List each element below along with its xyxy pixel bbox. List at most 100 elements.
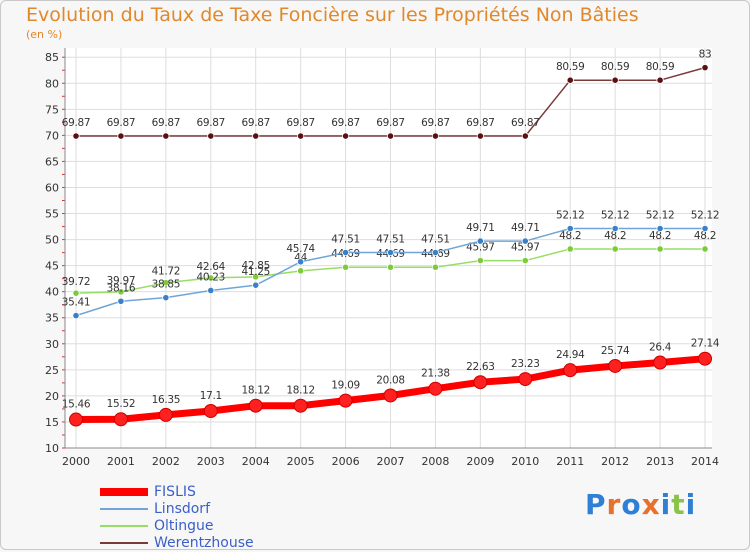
data-point-werentzhouse <box>341 132 350 140</box>
data-point-oltingue <box>611 245 619 253</box>
data-point-oltingue <box>252 273 260 281</box>
data-label-fislis: 24.94 <box>556 349 585 361</box>
data-point-linsdorf <box>521 237 529 245</box>
data-label-werentzhouse: 69.87 <box>331 117 360 129</box>
data-label-werentzhouse: 69.87 <box>107 117 136 129</box>
data-label-fislis: 15.52 <box>107 398 136 410</box>
data-point-werentzhouse <box>611 76 619 84</box>
data-point-fislis <box>698 351 713 366</box>
chart-title: Evolution du Taux de Taxe Foncière sur l… <box>26 4 639 26</box>
data-label-oltingue: 45.97 <box>511 242 540 254</box>
data-label-werentzhouse: 69.87 <box>421 117 450 129</box>
data-point-werentzhouse <box>72 132 80 140</box>
data-point-linsdorf <box>162 294 170 302</box>
data-point-oltingue <box>72 289 80 297</box>
data-label-oltingue: 41.72 <box>152 266 181 278</box>
data-point-fislis <box>653 355 668 370</box>
data-label-fislis: 23.23 <box>511 358 540 370</box>
data-point-fislis <box>69 412 83 427</box>
logo-letter: x <box>641 488 661 521</box>
legend-label-werentzhouse: Werentzhouse <box>154 535 254 551</box>
x-tick-label: 2000 <box>62 455 90 468</box>
y-tick-label: 75 <box>45 103 59 116</box>
data-label-werentzhouse: 80.59 <box>556 61 585 73</box>
plot-area <box>65 48 712 448</box>
legend-swatch-fislis <box>100 488 148 496</box>
x-tick-label: 2014 <box>691 455 719 468</box>
data-label-linsdorf: 45.74 <box>286 243 315 255</box>
y-tick-label: 25 <box>45 364 59 377</box>
data-point-oltingue <box>297 267 305 275</box>
y-tick-label: 30 <box>45 338 59 351</box>
data-label-linsdorf: 49.71 <box>511 222 540 234</box>
data-point-oltingue <box>521 256 529 265</box>
data-label-linsdorf: 38.16 <box>107 282 136 294</box>
data-label-werentzhouse: 80.59 <box>646 61 675 73</box>
data-label-oltingue: 48.2 <box>604 230 626 242</box>
x-tick-label: 2011 <box>556 455 584 468</box>
logo-letter: i <box>660 488 672 521</box>
data-label-oltingue: 48.2 <box>694 230 716 242</box>
y-tick-label: 10 <box>45 442 59 455</box>
data-point-linsdorf <box>252 281 260 289</box>
data-label-fislis: 25.74 <box>601 345 630 357</box>
data-point-oltingue <box>117 288 125 296</box>
data-point-fislis <box>113 412 128 427</box>
data-point-linsdorf <box>656 224 664 233</box>
data-point-linsdorf <box>611 224 619 233</box>
x-tick-label: 2009 <box>466 455 494 468</box>
data-label-fislis: 21.38 <box>421 368 450 380</box>
data-label-linsdorf: 52.12 <box>646 210 675 222</box>
x-tick-label: 2013 <box>646 455 674 468</box>
data-label-oltingue: 45.97 <box>466 242 495 254</box>
data-point-fislis <box>158 407 173 422</box>
logo-letter: r <box>606 488 622 521</box>
data-label-werentzhouse: 69.87 <box>197 117 226 129</box>
data-label-werentzhouse: 69.87 <box>62 117 91 129</box>
data-label-linsdorf: 40.23 <box>197 271 226 283</box>
y-tick-label: 55 <box>45 208 59 221</box>
x-tick-label: 2002 <box>152 455 180 468</box>
data-label-werentzhouse: 69.87 <box>466 117 495 129</box>
y-tick-label: 80 <box>45 77 59 90</box>
data-label-oltingue: 48.2 <box>649 230 671 242</box>
y-tick-label: 15 <box>45 416 59 429</box>
data-point-fislis <box>428 381 443 396</box>
legend-swatch-oltingue <box>100 525 148 527</box>
data-label-linsdorf: 47.51 <box>421 234 450 246</box>
x-tick-label: 2006 <box>332 455 360 468</box>
data-label-werentzhouse: 69.87 <box>241 117 270 129</box>
data-point-fislis <box>563 363 578 378</box>
data-point-fislis <box>293 398 308 413</box>
data-label-fislis: 20.08 <box>376 374 405 386</box>
legend-label-fislis: FISLIS <box>154 484 196 500</box>
data-point-werentzhouse <box>252 132 260 140</box>
data-label-fislis: 15.46 <box>62 399 91 411</box>
legend-swatch-linsdorf <box>100 508 148 510</box>
logo-letter: t <box>671 488 686 521</box>
data-label-linsdorf: 41.25 <box>241 266 270 278</box>
x-tick-label: 2004 <box>242 455 270 468</box>
data-label-oltingue: 39.72 <box>62 276 91 288</box>
data-label-linsdorf: 52.12 <box>601 210 630 222</box>
x-tick-label: 2003 <box>197 455 225 468</box>
y-tick-label: 85 <box>45 51 59 64</box>
data-point-linsdorf <box>117 297 125 305</box>
data-point-oltingue <box>162 279 170 287</box>
data-point-fislis <box>473 375 488 390</box>
data-point-linsdorf <box>701 224 709 233</box>
data-point-werentzhouse <box>656 76 664 84</box>
proxiti-logo: Proxiti <box>585 488 696 521</box>
data-label-fislis: 18.12 <box>241 385 270 397</box>
data-label-fislis: 19.09 <box>331 380 360 392</box>
data-point-werentzhouse <box>297 132 305 140</box>
data-label-linsdorf: 38.85 <box>152 279 181 291</box>
logo-letter: i <box>685 488 697 521</box>
data-label-werentzhouse: 83 <box>699 49 712 61</box>
data-point-fislis <box>203 404 218 419</box>
y-tick-label: 70 <box>45 129 59 142</box>
y-tick-label: 40 <box>45 286 59 299</box>
legend-label-oltingue: Oltingue <box>154 518 214 534</box>
data-point-linsdorf <box>72 312 80 320</box>
